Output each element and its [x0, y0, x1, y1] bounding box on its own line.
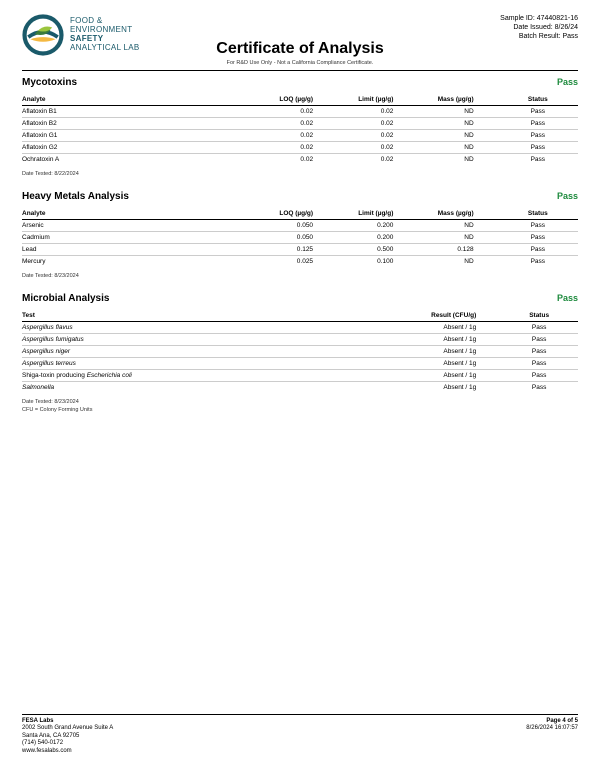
lab-name: FOOD & ENVIRONMENT SAFETY ANALYTICAL LAB — [70, 17, 140, 52]
heavy-metals-table: Analyte LOQ (µg/g) Limit (µg/g) Mass (µg… — [22, 208, 578, 267]
legend: CFU = Colony Forming Units — [22, 407, 578, 413]
table-row: Arsenic0.0500.200NDPass — [22, 220, 578, 232]
footer-page: Page 4 of 5 8/26/2024 16:07:57 — [526, 718, 578, 756]
table-row: Aspergillus terreusAbsent / 1gPass — [22, 358, 578, 370]
table-row: Aflatoxin B20.020.02NDPass — [22, 118, 578, 130]
microbial-table: Test Result (CFU/g) Status Aspergillus f… — [22, 310, 578, 393]
date-tested: Date Tested: 8/23/2024 — [22, 273, 578, 279]
lab-logo-icon — [22, 14, 64, 56]
section-title: Mycotoxins — [22, 77, 77, 88]
footer-contact: FESA Labs 2002 South Grand Avenue Suite … — [22, 718, 113, 756]
table-row: Ochratoxin A0.020.02NDPass — [22, 154, 578, 166]
table-row: Cadmium0.0500.200NDPass — [22, 232, 578, 244]
status-badge: Pass — [557, 191, 578, 201]
table-row: SalmonellaAbsent / 1gPass — [22, 382, 578, 394]
table-row: Aspergillus nigerAbsent / 1gPass — [22, 346, 578, 358]
table-row: Mercury0.0250.100NDPass — [22, 256, 578, 268]
microbial-section: Microbial Analysis Pass Test Result (CFU… — [22, 293, 578, 413]
sample-meta: Sample ID: 47440821-16 Date Issued: 8/26… — [500, 14, 578, 41]
heavy-metals-section: Heavy Metals Analysis Pass Analyte LOQ (… — [22, 191, 578, 279]
table-row: Aflatoxin G20.020.02NDPass — [22, 142, 578, 154]
mycotoxins-section: Mycotoxins Pass Analyte LOQ (µg/g) Limit… — [22, 77, 578, 177]
footer: FESA Labs 2002 South Grand Avenue Suite … — [22, 714, 578, 756]
section-title: Heavy Metals Analysis — [22, 191, 129, 202]
mycotoxins-table: Analyte LOQ (µg/g) Limit (µg/g) Mass (µg… — [22, 94, 578, 165]
table-row: Lead0.1250.5000.128Pass — [22, 244, 578, 256]
date-tested: Date Tested: 8/22/2024 — [22, 171, 578, 177]
divider — [22, 70, 578, 71]
subtitle: For R&D Use Only - Not a California Comp… — [22, 60, 578, 66]
status-badge: Pass — [557, 77, 578, 87]
section-title: Microbial Analysis — [22, 293, 109, 304]
date-tested: Date Tested: 8/23/2024 — [22, 399, 578, 405]
table-row: Aspergillus flavusAbsent / 1gPass — [22, 322, 578, 334]
logo-block: FOOD & ENVIRONMENT SAFETY ANALYTICAL LAB — [22, 14, 140, 56]
table-row: Aflatoxin G10.020.02NDPass — [22, 130, 578, 142]
table-row: Aspergillus fumigatusAbsent / 1gPass — [22, 334, 578, 346]
table-row: Shiga-toxin producing Escherichia coliAb… — [22, 370, 578, 382]
status-badge: Pass — [557, 293, 578, 303]
table-row: Aflatoxin B10.020.02NDPass — [22, 106, 578, 118]
